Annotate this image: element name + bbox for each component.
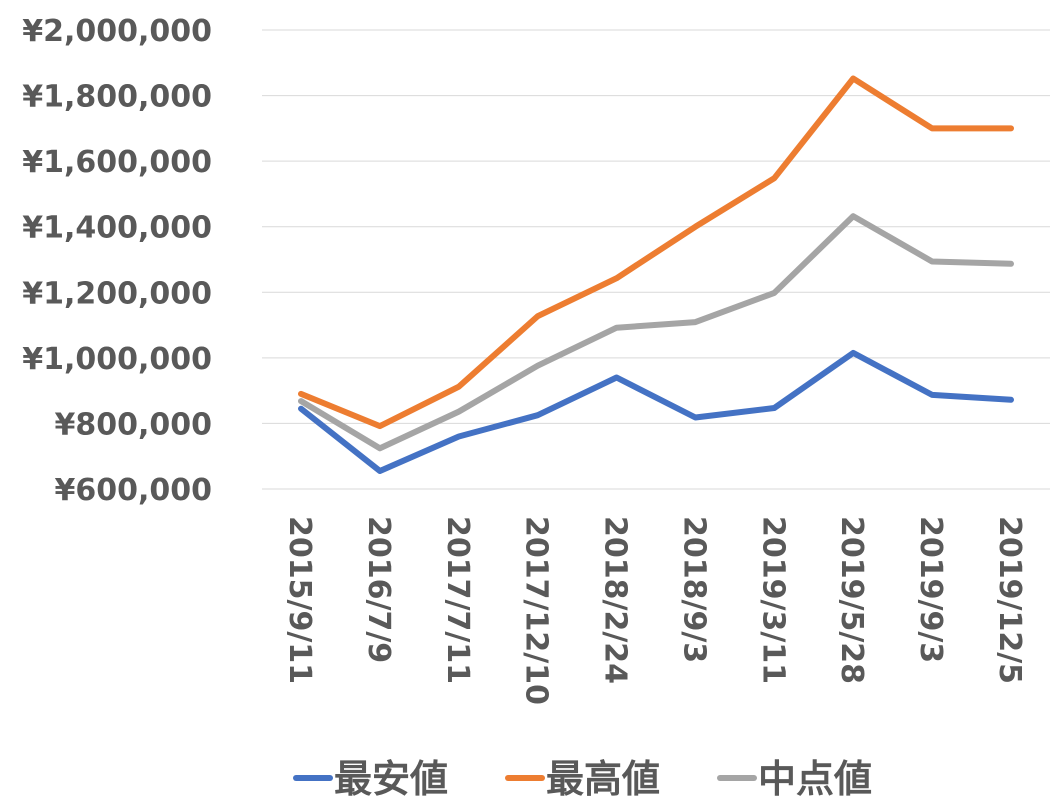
series-line-3 <box>298 213 1014 452</box>
series-line-2 <box>298 75 1014 430</box>
y-tick-label: ¥800,000 <box>54 407 212 442</box>
y-tick-label: ¥1,200,000 <box>22 276 212 311</box>
y-axis-tick-labels: ¥2,000,000 ¥1,800,000 ¥1,600,000 ¥1,400,000… <box>22 14 212 508</box>
x-axis-tick-labels: 2015/9/11 2016/7/9 2017/7/11 2017/12/10 2018… <box>282 516 1027 705</box>
x-tick-label: 2017/12/10 <box>519 516 554 705</box>
x-tick-label: 2018/2/24 <box>598 516 633 684</box>
x-tick-label: 2015/9/11 <box>282 516 317 684</box>
legend-label: 最安値 <box>334 757 448 801</box>
series-line-1 <box>298 349 1014 474</box>
series-lines <box>298 75 1014 474</box>
legend-label: 最高値 <box>546 757 660 801</box>
x-tick-label: 2016/7/9 <box>361 516 396 663</box>
x-tick-label: 2018/9/3 <box>676 516 711 663</box>
legend-label: 中点値 <box>758 757 872 801</box>
y-tick-label: ¥2,000,000 <box>22 14 212 49</box>
x-tick-label: 2019/5/28 <box>834 516 869 684</box>
x-tick-label: 2019/3/11 <box>755 516 790 684</box>
x-tick-label: 2019/12/5 <box>992 516 1027 684</box>
x-tick-label: 2019/9/3 <box>913 516 948 663</box>
y-tick-label: ¥1,000,000 <box>22 342 212 377</box>
legend: 最安値 最高値 中点値 <box>293 757 872 801</box>
gridlines <box>262 29 1050 490</box>
x-tick-label: 2017/7/11 <box>440 516 475 684</box>
y-tick-label: ¥1,600,000 <box>22 145 212 180</box>
y-tick-label: ¥1,800,000 <box>22 80 212 115</box>
y-tick-label: ¥1,400,000 <box>22 211 212 246</box>
y-tick-label: ¥600,000 <box>54 473 212 508</box>
